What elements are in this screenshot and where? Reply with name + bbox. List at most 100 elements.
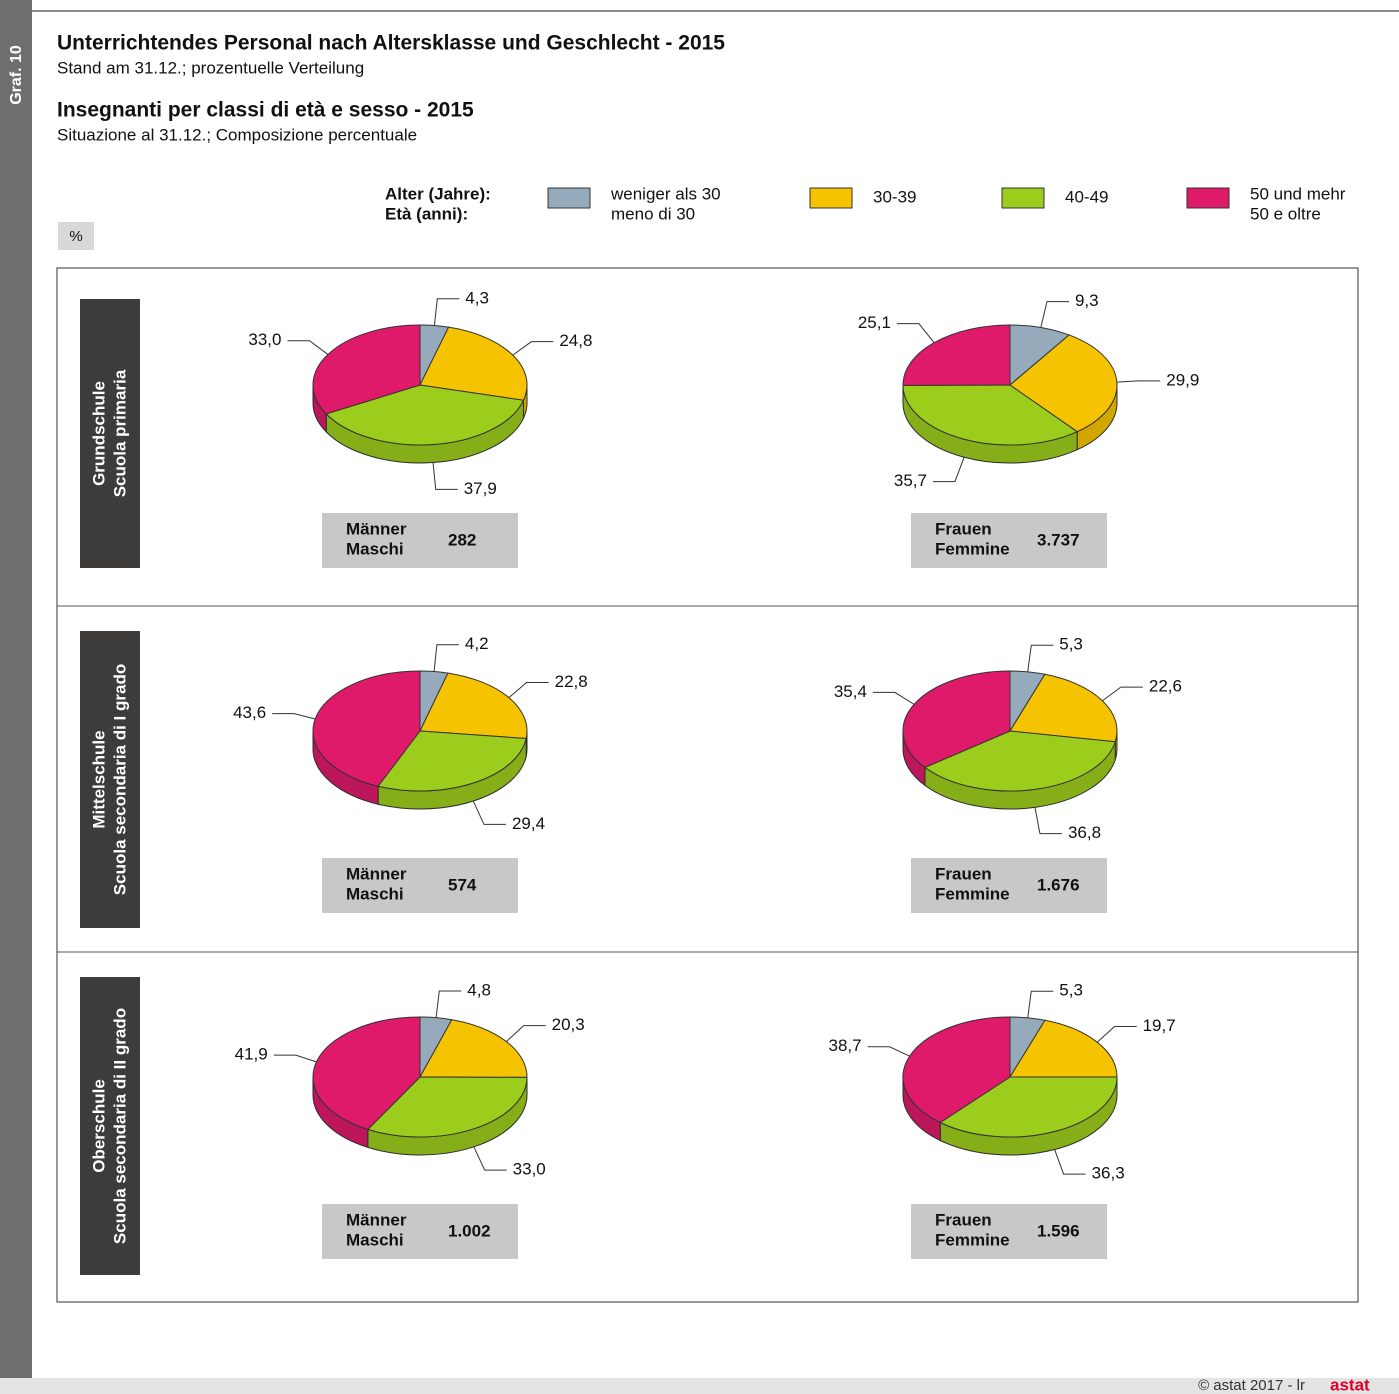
row-label: Scuola secondaria di II grado [110,1008,129,1244]
group-label: Maschi [346,1230,404,1249]
legend-swatch [1001,187,1045,209]
data-label: 33,0 [248,330,281,349]
unit-box [58,222,94,250]
group-label: Männer [346,864,407,883]
row-label-box [80,977,140,1275]
leader-line [1034,807,1062,835]
data-label: 22,6 [1149,677,1182,696]
pie-slice [312,670,421,787]
legend-label: 50 und mehr [1250,184,1346,203]
leader-line [512,341,554,356]
pie-slice [419,1019,528,1078]
pie: 9,3 29,9 35,7 25,1 [858,291,1200,490]
pie-slice [377,730,527,792]
leader-line [435,990,462,1018]
pie-slice [325,384,525,446]
leader-line [287,340,329,355]
footer-band [0,1378,1399,1394]
data-label: 36,8 [1068,823,1101,842]
leader-line [1027,990,1054,1018]
total-box [911,513,1107,568]
total-label: 1.002 [448,1221,491,1240]
logo: astat [1330,1375,1370,1394]
pie-slice [902,384,1079,446]
pie: 4,2 22,8 29,4 43,6 [233,634,588,833]
data-label: 4,8 [467,980,491,999]
legend-label: weniger als 30 [610,184,721,203]
pie-slice [902,670,1011,768]
data-label: 29,4 [512,814,545,833]
leader-line [1027,644,1054,672]
pie-slice [902,1016,1011,1124]
total-box [911,858,1107,913]
data-label: 29,9 [1166,370,1199,389]
title-it: Insegnanti per classi di età e sesso - 2… [57,99,474,122]
group-label: Männer [346,1210,407,1229]
legend-label: 30-39 [873,187,916,206]
data-label: 37,9 [464,479,497,498]
data-label: 35,7 [894,471,927,490]
data-label: 4,2 [465,634,489,653]
leader-line [432,462,458,490]
data-label: 36,3 [1092,1164,1125,1183]
group-label: Maschi [346,884,404,903]
group-label: Femmine [935,1230,1010,1249]
title-de: Unterrichtendes Personal nach Altersklas… [57,32,725,55]
total-label: 1.596 [1037,1221,1080,1240]
data-label: 22,8 [555,672,588,691]
total-label: 1.676 [1037,875,1080,894]
row-label: Grundschule [89,381,108,486]
legend-swatch [1186,187,1230,209]
pie-slice [902,324,1011,386]
row-label: Oberschule [89,1079,108,1173]
leader-line [506,1025,546,1042]
pie-slice [923,730,1116,792]
leader-line [1096,1026,1137,1043]
total-label: 282 [448,530,476,549]
group-label: Frauen [935,864,992,883]
leader-line [1040,301,1069,328]
data-label: 41,9 [235,1045,268,1064]
legend-label: 40-49 [1065,187,1108,206]
total-label: 574 [448,875,477,894]
graf-label: Graf. 10 [8,45,25,105]
data-label: 5,3 [1059,635,1083,654]
leader-line [272,713,316,720]
group-label: Männer [346,519,407,538]
leader-line [472,800,506,825]
leader-line [473,1146,507,1171]
leader-line [1116,380,1161,383]
leader-line [433,298,460,326]
row-label: Mittelschule [89,730,108,828]
legend-title-de: Alter (Jahre): [385,184,491,203]
leader-line [896,323,935,344]
data-label: 20,3 [552,1015,585,1034]
group-label: Femmine [935,539,1010,558]
pie-slice [419,672,528,740]
leader-line [433,644,459,672]
pie: 5,3 22,6 36,8 35,4 [834,635,1182,842]
total-box [911,1204,1107,1259]
leader-line [932,457,965,483]
total-box [322,858,518,913]
pie: 4,8 20,3 33,0 41,9 [235,980,585,1178]
data-label: 33,0 [513,1160,546,1179]
pie-slice [419,326,528,401]
group-label: Frauen [935,519,992,538]
data-label: 38,7 [829,1036,862,1055]
frame [56,267,1359,1303]
data-label: 19,7 [1143,1016,1176,1035]
data-label: 35,4 [834,682,867,701]
leader-line [1102,686,1143,702]
pie: 5,3 19,7 36,3 38,7 [829,981,1176,1183]
unit-label: % [69,228,82,245]
leader-line [1054,1149,1086,1175]
pie-slice [939,1076,1118,1138]
leader-line [273,1054,317,1063]
legend-title-it: Età (anni): [385,204,468,223]
leader-line [867,1046,910,1057]
row-label-box [80,299,140,568]
row-label-box [80,631,140,928]
pie-slice [1009,1019,1118,1078]
data-label: 24,8 [559,331,592,350]
